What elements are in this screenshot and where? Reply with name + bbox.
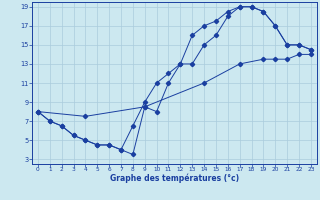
X-axis label: Graphe des températures (°c): Graphe des températures (°c) bbox=[110, 174, 239, 183]
